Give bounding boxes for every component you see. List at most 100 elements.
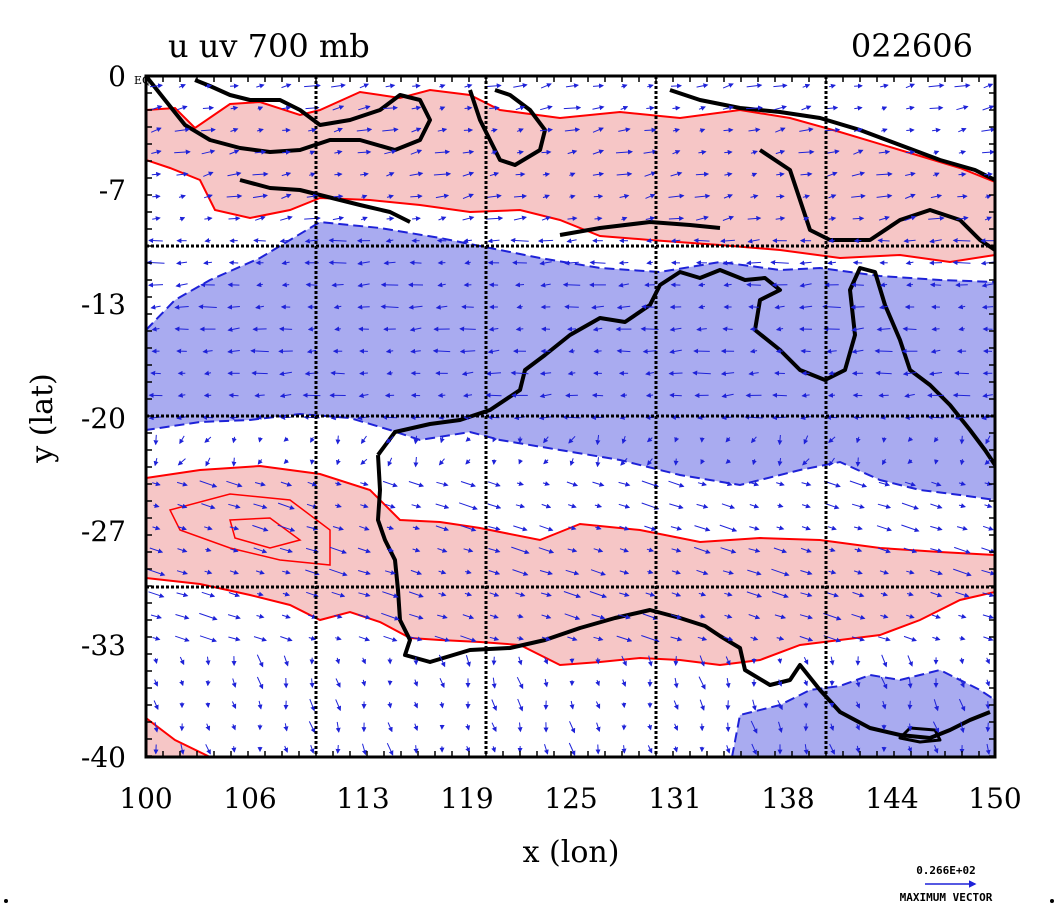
wind-vector bbox=[487, 503, 502, 510]
wind-vector bbox=[721, 503, 736, 510]
wind-vector bbox=[644, 127, 657, 133]
wind-vector bbox=[641, 480, 660, 488]
wind-vector bbox=[434, 635, 451, 642]
wind-vector bbox=[646, 547, 655, 553]
wind-vector bbox=[177, 547, 188, 553]
wind-vector bbox=[801, 525, 811, 531]
wind-vector bbox=[800, 171, 813, 177]
wind-vector bbox=[204, 237, 211, 243]
wind-vector bbox=[335, 635, 342, 641]
wind-vector bbox=[930, 548, 943, 553]
wind-vector bbox=[151, 326, 160, 332]
wind-vector bbox=[179, 656, 185, 666]
wind-vector bbox=[696, 503, 709, 509]
wind-vector bbox=[539, 570, 553, 576]
wind-vector bbox=[328, 260, 347, 266]
wind-vector bbox=[227, 614, 241, 620]
wind-vector bbox=[645, 392, 654, 398]
wind-vector bbox=[464, 105, 473, 111]
wind-vector bbox=[698, 106, 706, 111]
wind-vector bbox=[880, 613, 889, 619]
wind-vector bbox=[179, 435, 185, 445]
coast-borneo bbox=[468, 88, 547, 167]
wind-vector bbox=[177, 503, 188, 509]
wind-vector bbox=[985, 679, 991, 687]
wind-vector bbox=[775, 326, 784, 332]
wind-vector bbox=[615, 149, 633, 155]
wind-vector bbox=[698, 149, 707, 155]
wind-vector bbox=[905, 260, 914, 266]
wind-vector bbox=[907, 655, 913, 667]
wind-vector bbox=[800, 570, 813, 576]
wind-vector bbox=[881, 700, 887, 710]
x-tick-labels: 100 106 113 119 125 131 138 144 150 bbox=[119, 782, 1021, 815]
wind-vector bbox=[511, 546, 530, 555]
wind-vector bbox=[746, 260, 762, 266]
wind-vector bbox=[205, 547, 212, 553]
wind-vector bbox=[409, 171, 424, 177]
wind-vector bbox=[386, 547, 395, 553]
wind-vector bbox=[564, 127, 581, 133]
wind-vector bbox=[438, 654, 446, 668]
wind-vector bbox=[153, 658, 159, 664]
wind-vector bbox=[800, 348, 811, 354]
wind-vector bbox=[256, 83, 265, 89]
wind-vector bbox=[828, 569, 837, 575]
wind-vector bbox=[621, 679, 627, 687]
wind-vector bbox=[151, 149, 162, 155]
wind-vector bbox=[777, 503, 784, 508]
wind-vector bbox=[386, 216, 395, 222]
wind-vector bbox=[803, 656, 809, 665]
wind-vector bbox=[382, 591, 399, 598]
wind-vector bbox=[438, 569, 447, 575]
wind-vector bbox=[229, 525, 240, 531]
wind-vector bbox=[149, 83, 163, 89]
wind-vector bbox=[748, 370, 759, 376]
wind-vector bbox=[905, 83, 916, 89]
wind-vector bbox=[226, 480, 243, 488]
wind-vector bbox=[621, 84, 628, 89]
wind-vector bbox=[230, 105, 239, 111]
wind-vector bbox=[437, 282, 446, 288]
wind-vector bbox=[383, 260, 396, 266]
wind-vector bbox=[489, 592, 500, 597]
wind-vector bbox=[568, 435, 576, 444]
wind-vector bbox=[904, 393, 915, 399]
wind-vector bbox=[387, 457, 393, 467]
wind-vector bbox=[463, 547, 474, 553]
wind-vector bbox=[905, 149, 916, 155]
wind-vector bbox=[852, 591, 865, 598]
wind-vector bbox=[621, 702, 627, 709]
wind-vector bbox=[464, 591, 473, 597]
wind-vector bbox=[459, 326, 476, 332]
wind-vector bbox=[462, 614, 475, 620]
wind-vector bbox=[491, 677, 497, 689]
date-code: 022606 bbox=[851, 27, 973, 65]
wind-vector bbox=[955, 591, 970, 598]
wind-vector bbox=[724, 481, 733, 487]
wind-vector bbox=[254, 392, 265, 398]
wind-vector bbox=[983, 636, 994, 642]
wind-vector bbox=[567, 636, 578, 642]
wind-vector bbox=[437, 548, 448, 553]
wind-vector bbox=[178, 83, 186, 89]
wind-vector bbox=[982, 105, 995, 111]
wind-vector bbox=[488, 570, 501, 576]
wind-vector bbox=[465, 569, 472, 575]
wind-vector bbox=[308, 721, 316, 734]
wind-vector bbox=[775, 149, 786, 155]
wind-vector bbox=[384, 149, 397, 155]
wind-vector bbox=[803, 216, 810, 222]
wind-vector bbox=[564, 613, 581, 621]
wind-vector bbox=[620, 458, 628, 466]
wind-vector bbox=[432, 348, 451, 354]
wind-vector bbox=[829, 723, 835, 732]
wind-vector bbox=[517, 656, 523, 666]
wind-vector bbox=[592, 481, 605, 487]
wind-vector bbox=[878, 481, 891, 487]
wind-vector bbox=[932, 127, 941, 133]
wind-vector bbox=[543, 657, 548, 665]
wind-vector bbox=[880, 591, 889, 597]
wind-vector bbox=[827, 171, 838, 177]
wind-vector bbox=[410, 569, 423, 576]
